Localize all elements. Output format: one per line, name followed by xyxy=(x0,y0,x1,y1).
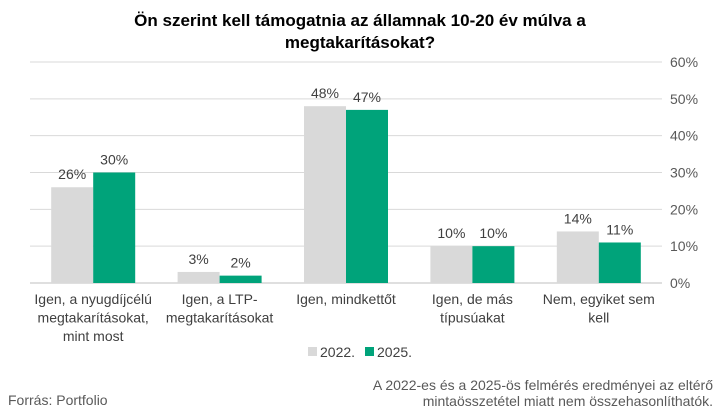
x-category-label: Igen, a nyugdíjcélú xyxy=(34,291,152,307)
bar-2022 xyxy=(556,231,599,283)
x-category-label: megtakarításokat xyxy=(166,310,273,326)
x-category-label: Nem, egyiket sem xyxy=(543,291,655,307)
y-tick-label: 20% xyxy=(670,201,698,217)
bar-2022 xyxy=(177,271,220,283)
y-tick-label: 10% xyxy=(670,238,698,254)
bar-2025 xyxy=(219,275,262,283)
bar-2022 xyxy=(51,187,94,283)
data-label: 3% xyxy=(188,251,208,267)
data-label: 10% xyxy=(437,225,465,241)
data-label: 10% xyxy=(479,225,507,241)
y-tick-label: 60% xyxy=(670,54,698,70)
data-label: 11% xyxy=(606,221,633,237)
legend-label: 2025. xyxy=(377,344,412,360)
x-category-label: mint most xyxy=(63,328,124,344)
bar-2025 xyxy=(472,246,515,283)
y-tick-label: 50% xyxy=(670,91,698,107)
legend-label: 2022. xyxy=(320,344,355,360)
x-category-label: Igen, a LTP- xyxy=(182,291,258,307)
comparability-note: A 2022-es és a 2025-ös felmérés eredmény… xyxy=(373,377,713,393)
x-category-label: Igen, de más xyxy=(432,291,513,307)
y-tick-label: 0% xyxy=(670,275,690,291)
source-note: Forrás: Portfolio xyxy=(8,392,108,408)
bar-2025 xyxy=(598,242,641,283)
legend-swatch xyxy=(365,347,374,356)
chart-title: megtakarításokat? xyxy=(285,33,435,52)
data-label: 30% xyxy=(100,152,128,168)
y-tick-label: 30% xyxy=(670,165,698,181)
chart-title: Ön szerint kell támogatnia az államnak 1… xyxy=(134,11,586,30)
data-label: 47% xyxy=(353,89,381,105)
x-category-label: Igen, mindkettőt xyxy=(296,291,396,307)
data-label: 14% xyxy=(564,210,592,226)
x-category-label: kell xyxy=(588,310,609,326)
data-label: 2% xyxy=(230,255,250,271)
x-category-label: típusúakat xyxy=(440,310,505,326)
bar-2025 xyxy=(93,172,136,283)
bar-2022 xyxy=(304,106,346,283)
data-label: 26% xyxy=(58,166,86,182)
y-tick-label: 40% xyxy=(670,128,698,144)
x-category-label: megtakarításokat, xyxy=(38,310,149,326)
comparability-note: mintaösszetétel miatt nem összehasonlíth… xyxy=(423,393,713,409)
legend-swatch xyxy=(308,347,317,356)
data-label: 48% xyxy=(311,85,339,101)
bar-2022 xyxy=(430,246,473,283)
bar-2025 xyxy=(346,109,388,283)
